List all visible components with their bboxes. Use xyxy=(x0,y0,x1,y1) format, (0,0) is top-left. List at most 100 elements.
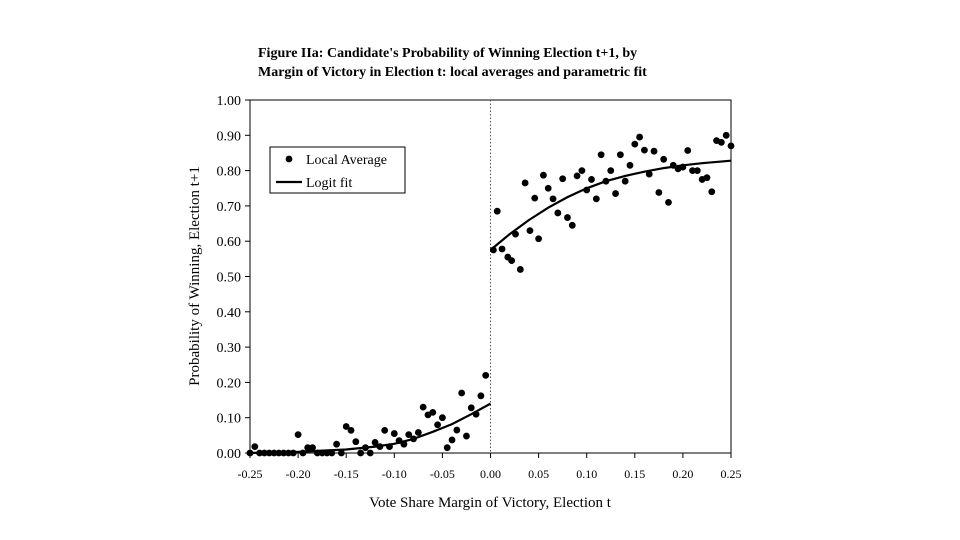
local-average-point xyxy=(703,174,711,182)
y-tick-label: 0.40 xyxy=(217,306,242,321)
local-average-point xyxy=(607,167,615,175)
local-average-point xyxy=(448,436,456,444)
local-average-point xyxy=(463,432,470,440)
local-average-point xyxy=(304,444,312,452)
local-average-point xyxy=(333,440,340,448)
y-axis-label: Probability of Winning, Election t+1 xyxy=(187,166,203,386)
x-tick-label: 0.25 xyxy=(721,467,742,481)
logit-fit-line xyxy=(489,159,732,251)
local-average-point xyxy=(414,429,422,436)
local-average-point xyxy=(708,188,716,196)
local-average-point xyxy=(559,175,567,183)
local-average-point xyxy=(631,140,639,148)
local-average-point xyxy=(352,438,360,446)
local-average-point xyxy=(508,257,516,265)
y-tick-label: 0.00 xyxy=(217,447,242,462)
local-average-point xyxy=(641,146,648,154)
x-tick-label: -0.10 xyxy=(382,467,407,481)
chart-title-line-2: Margin of Victory in Election t: local a… xyxy=(258,65,647,80)
local-average-point xyxy=(573,172,581,180)
local-average-point xyxy=(342,423,350,430)
local-average-point xyxy=(693,167,701,175)
x-tick-label: -0.20 xyxy=(286,467,311,481)
local-average-point xyxy=(621,177,629,185)
legend: Local Average Logit fit xyxy=(269,146,406,194)
local-average-point xyxy=(645,170,653,178)
local-average-point xyxy=(592,195,600,203)
local-average-point xyxy=(390,430,398,437)
local-average-point xyxy=(717,138,725,146)
x-tick-label: 0.20 xyxy=(672,467,693,481)
legend-label-local-average: Local Average xyxy=(306,153,387,168)
x-tick-label: 0.10 xyxy=(576,467,597,481)
local-average-point xyxy=(650,147,658,155)
local-average-point xyxy=(381,427,389,434)
local-average-point xyxy=(597,151,605,159)
local-average-point xyxy=(612,190,619,197)
local-average-point xyxy=(371,439,379,446)
local-average-point xyxy=(309,444,316,452)
y-tick-label: 0.80 xyxy=(217,165,242,180)
x-axis-label: Vote Share Margin of Victory, Election t xyxy=(369,495,612,511)
local-average-point xyxy=(521,179,529,187)
y-tick-label: 0.10 xyxy=(217,412,242,427)
x-tick-label: 0.05 xyxy=(528,467,549,481)
local-average-point xyxy=(616,151,624,159)
legend-label-logit-fit: Logit fit xyxy=(306,176,352,191)
local-average-point xyxy=(482,371,490,379)
local-average-point xyxy=(549,195,557,203)
x-tick-label: -0.15 xyxy=(334,467,359,481)
local-average-point xyxy=(443,444,451,452)
local-average-point xyxy=(439,414,446,422)
y-tick-label: 0.70 xyxy=(217,200,242,215)
x-tick-label: 0.00 xyxy=(480,467,501,481)
local-average-point xyxy=(434,421,441,429)
local-average-point xyxy=(477,392,485,400)
local-average-point xyxy=(689,167,696,175)
local-average-point xyxy=(568,221,576,229)
logit-fit-lines xyxy=(249,159,732,455)
local-average-point xyxy=(526,227,534,235)
local-average-point xyxy=(684,147,692,154)
local-average-point xyxy=(467,404,475,412)
tick-marks: -0.25 -0.20 -0.15 -0.10 -0.05 0.00 0.05 0.10 0.1… xyxy=(217,94,742,481)
local-average-point xyxy=(665,198,672,206)
local-average-point xyxy=(578,167,586,175)
y-tick-label: 0.30 xyxy=(217,341,242,356)
local-average-point xyxy=(366,449,374,457)
local-average-point xyxy=(405,431,413,439)
y-tick-label: 0.60 xyxy=(217,235,242,250)
local-average-point xyxy=(419,403,427,411)
local-average-point xyxy=(357,449,365,457)
local-average-point xyxy=(458,389,466,397)
local-average-point xyxy=(493,207,501,215)
local-average-point xyxy=(251,443,259,451)
y-tick-label: 0.20 xyxy=(217,376,242,391)
x-tick-label: -0.05 xyxy=(430,467,455,481)
local-average-point xyxy=(516,266,524,273)
local-average-point xyxy=(429,409,437,416)
local-average-point xyxy=(294,431,302,439)
local-average-point xyxy=(626,161,634,169)
chart-title-line-1: Figure IIa: Candidate's Probability of W… xyxy=(258,46,638,61)
local-average-point xyxy=(554,209,562,217)
local-average-point xyxy=(347,427,355,434)
local-average-point xyxy=(540,171,547,179)
local-average-point xyxy=(337,449,345,457)
y-tick-label: 1.00 xyxy=(217,94,242,109)
local-average-point xyxy=(722,131,730,139)
local-average-point xyxy=(535,235,542,243)
logit-fit-line xyxy=(249,402,492,455)
local-average-point xyxy=(453,426,461,434)
local-average-point xyxy=(498,245,506,253)
x-tick-label: -0.25 xyxy=(238,467,263,481)
y-tick-label: 0.50 xyxy=(217,271,242,286)
local-average-point xyxy=(588,176,595,183)
local-average-point xyxy=(727,142,735,150)
y-tick-label: 0.90 xyxy=(217,129,242,144)
local-average-point xyxy=(564,214,571,221)
local-average-point xyxy=(655,189,663,196)
local-average-point xyxy=(660,155,668,163)
local-average-point xyxy=(636,133,644,141)
